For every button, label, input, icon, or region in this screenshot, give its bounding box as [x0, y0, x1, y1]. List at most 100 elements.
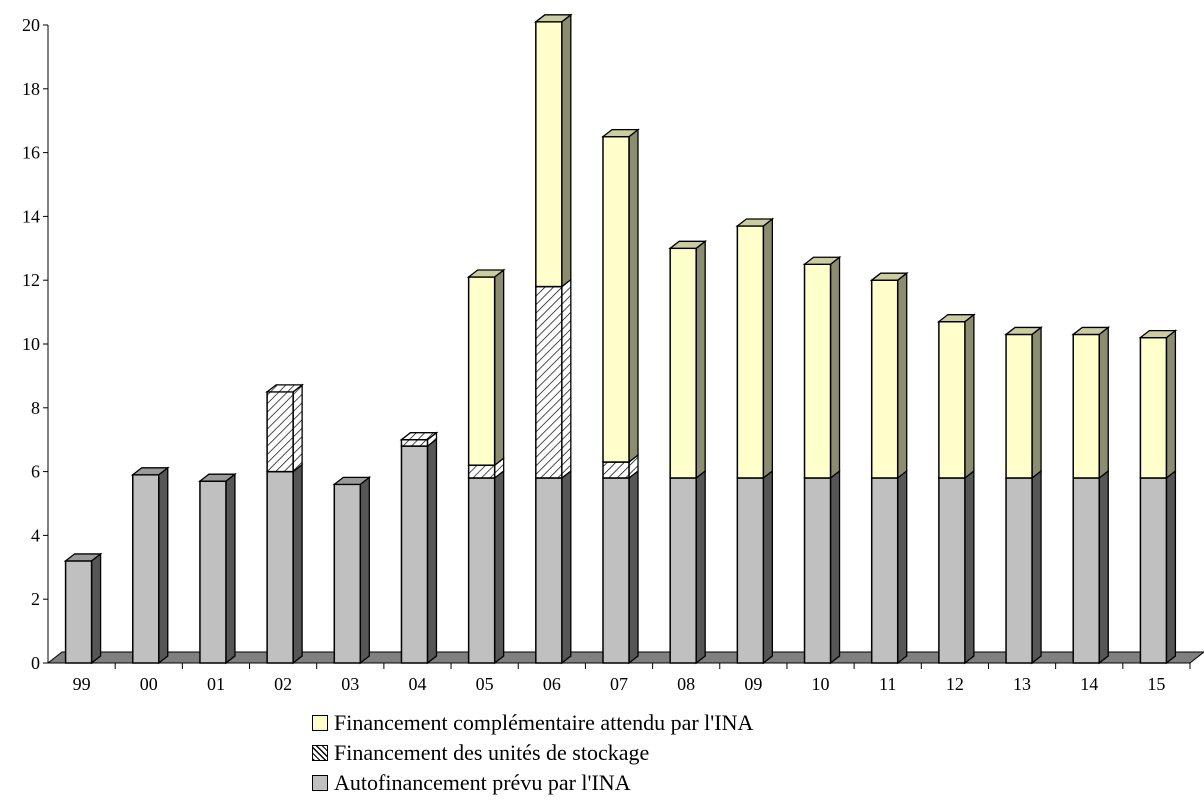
bar-side [964, 313, 975, 480]
bar-front [1139, 477, 1168, 664]
bar-side [762, 469, 774, 665]
legend: Financement complémentaire attendu par l… [312, 708, 753, 798]
x-tick-label: 02 [274, 674, 292, 694]
bar-segment [602, 469, 639, 665]
bar-side [561, 13, 572, 288]
bar-side [1098, 326, 1109, 480]
legend-label-auto: Autofinancement prévu par l'INA [334, 770, 631, 795]
bar-front [400, 438, 429, 447]
bar-segment [869, 271, 909, 480]
bar-front [602, 461, 630, 479]
x-tick-label: 08 [677, 674, 695, 694]
bar-segment [802, 255, 842, 480]
bar-segment [533, 13, 573, 288]
x-tick-label: 05 [476, 674, 494, 694]
y-tick-label: 2 [31, 589, 40, 609]
bar-top [466, 269, 506, 278]
bar-front [669, 477, 697, 664]
x-tick-label: 00 [140, 674, 158, 694]
bar-segment [669, 469, 706, 665]
bar-front [803, 263, 832, 479]
bar-front [400, 445, 429, 664]
x-tick-label: 12 [946, 674, 964, 694]
bar-front [535, 285, 563, 479]
bar-front [132, 474, 160, 664]
bar-side [897, 469, 908, 665]
bar-front [1072, 477, 1100, 664]
bar-front [1139, 336, 1168, 479]
bar-segment [535, 469, 572, 665]
bar-top [399, 432, 439, 441]
bar-front [266, 470, 294, 664]
bar-segment [466, 268, 506, 467]
legend-item-complement: Financement complémentaire attendu par l… [312, 708, 753, 738]
bar-top [668, 240, 708, 249]
bar-side [90, 552, 102, 665]
bar-top [130, 467, 170, 476]
bar-top [533, 14, 573, 23]
bar-top [735, 218, 775, 227]
bar-side [426, 437, 438, 665]
bar-front [535, 477, 563, 664]
bar-segment [400, 437, 438, 665]
bar-side [897, 271, 908, 480]
bar-front [266, 391, 294, 473]
bars [63, 13, 1178, 665]
bar-front [467, 477, 496, 664]
bar-top [265, 384, 305, 393]
bar-front [870, 477, 899, 664]
bar-segment [467, 469, 505, 665]
bar-side [1031, 469, 1042, 665]
bar-front [736, 225, 765, 479]
bar-segment [535, 278, 572, 480]
bar-side [829, 255, 841, 480]
bar-segment [332, 476, 372, 665]
bar-side [1098, 469, 1109, 665]
bar-side [225, 472, 236, 665]
bar-front [938, 320, 966, 479]
x-tick-label: 09 [744, 674, 762, 694]
y-tick-label: 0 [31, 653, 40, 673]
bar-segment [668, 239, 708, 480]
y-tick-label: 18 [22, 79, 40, 99]
y-tick-label: 12 [22, 270, 40, 290]
x-tick-label: 04 [408, 674, 426, 694]
bar-segment [1138, 329, 1178, 480]
bar-segment [198, 472, 237, 665]
bar-side [829, 469, 841, 665]
bar-front [1005, 333, 1033, 479]
bar-front [803, 477, 832, 664]
bar-side [561, 278, 572, 480]
bar-segment [735, 217, 775, 480]
bar-segment [130, 466, 170, 665]
bar-side [359, 476, 370, 665]
bar-front [1005, 477, 1033, 664]
bar-top [936, 314, 976, 323]
bar-side [1031, 326, 1042, 480]
legend-label-stockage: Financement des unités de stockage [334, 740, 650, 765]
bar-segment [266, 463, 303, 665]
legend-swatch-auto [312, 775, 328, 791]
bar-segment [870, 469, 908, 665]
bar-top [1071, 326, 1111, 336]
bar-side [493, 268, 505, 467]
x-tick-label: 06 [543, 674, 561, 694]
bar-front [602, 135, 630, 463]
bar-top [869, 272, 909, 281]
bar-segment [601, 128, 640, 464]
x-tick-label: 11 [879, 674, 896, 694]
x-tick-label: 15 [1147, 674, 1165, 694]
bar-side [628, 128, 639, 464]
y-tick-label: 14 [22, 206, 40, 226]
bar-front [535, 21, 563, 288]
bar-side [1165, 469, 1177, 665]
bar-segment [1071, 326, 1111, 480]
legend-item-stockage: Financement des unités de stockage [312, 738, 753, 768]
x-tick-label: 13 [1013, 674, 1031, 694]
bar-side [561, 469, 572, 665]
bar-side [158, 466, 169, 665]
bar-segment [1072, 469, 1109, 665]
bar-top [1004, 326, 1043, 336]
